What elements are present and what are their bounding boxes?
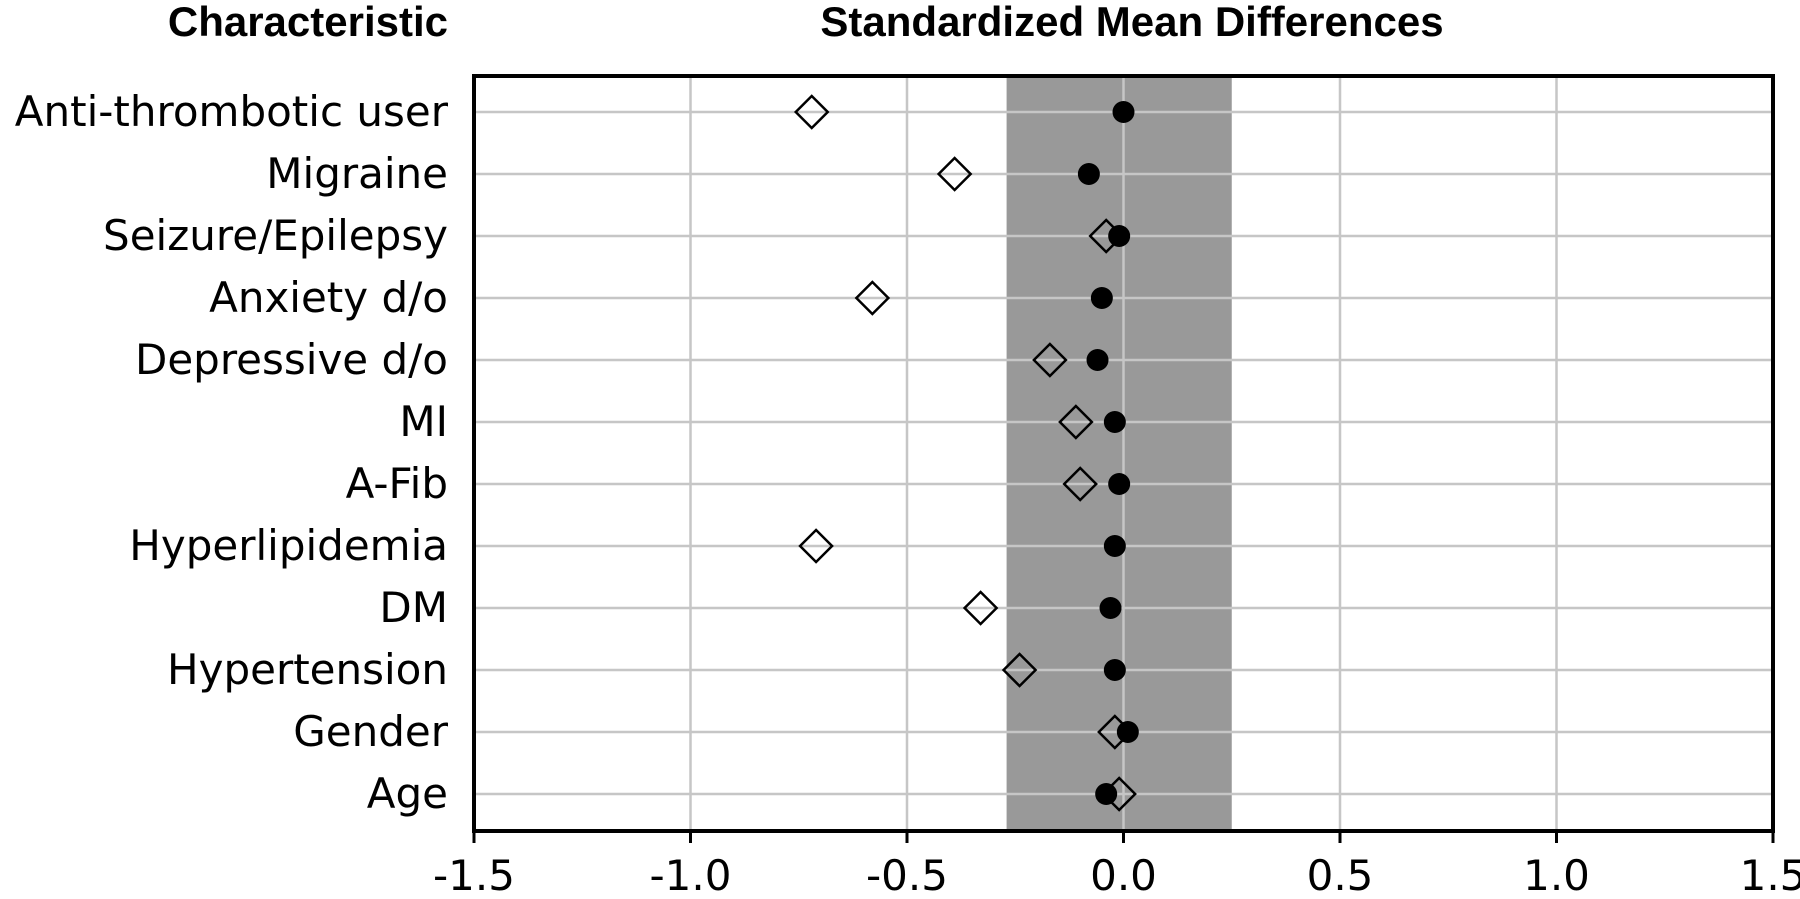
x-tick-label: -1.0 bbox=[650, 851, 732, 899]
filled-circle-marker bbox=[1086, 349, 1109, 371]
row-label: Anxiety d/o bbox=[209, 273, 448, 322]
row-label: Gender bbox=[293, 707, 449, 756]
filled-circle-marker bbox=[1103, 411, 1126, 433]
chart-title: Standardized Mean Differences bbox=[820, 0, 1443, 45]
row-label: Age bbox=[367, 769, 448, 818]
filled-circle-marker bbox=[1077, 163, 1100, 185]
x-tick-label: 1.0 bbox=[1523, 851, 1590, 899]
x-tick-label: 0.0 bbox=[1090, 851, 1157, 899]
filled-circle-marker bbox=[1099, 597, 1122, 619]
row-labels: Anti-thrombotic user Migraine Seizure/Epil… bbox=[15, 87, 449, 818]
characteristic-header: Characteristic bbox=[168, 0, 448, 45]
gridlines bbox=[472, 76, 1775, 831]
open-diamond-marker bbox=[793, 94, 830, 130]
open-diamond-marker bbox=[1001, 652, 1038, 688]
data-markers bbox=[793, 94, 1139, 812]
row-label: Depressive d/o bbox=[135, 335, 448, 384]
open-diamond-marker bbox=[1058, 404, 1094, 440]
filled-circle-marker bbox=[1112, 101, 1135, 123]
x-tick-label: -0.5 bbox=[866, 851, 948, 899]
row-label: Anti-thrombotic user bbox=[15, 87, 449, 136]
x-tick-label: 0.5 bbox=[1307, 851, 1374, 899]
filled-circle-marker bbox=[1108, 473, 1131, 495]
x-axis-ticks: -1.5 -1.0 -0.5 0.0 0.5 1.0 1.5 bbox=[433, 831, 1800, 899]
filled-circle-marker bbox=[1095, 783, 1118, 805]
filled-circle-marker bbox=[1103, 659, 1126, 681]
open-diamond-marker bbox=[1032, 342, 1068, 378]
open-diamond-marker bbox=[798, 528, 834, 564]
row-label: Hypertension bbox=[167, 645, 448, 694]
open-diamond-marker bbox=[962, 590, 999, 626]
x-tick-label: 1.5 bbox=[1740, 851, 1800, 899]
row-label: Seizure/Epilepsy bbox=[103, 211, 448, 260]
open-diamond-marker bbox=[854, 280, 891, 316]
open-diamond-marker bbox=[1062, 466, 1098, 502]
x-tick-label: -1.5 bbox=[433, 851, 515, 899]
row-label: MI bbox=[399, 397, 448, 446]
filled-circle-marker bbox=[1090, 287, 1113, 309]
row-label: Migraine bbox=[266, 149, 448, 198]
filled-circle-marker bbox=[1116, 721, 1139, 743]
filled-circle-marker bbox=[1108, 225, 1131, 247]
row-label: DM bbox=[379, 583, 448, 632]
row-label: A-Fib bbox=[346, 459, 448, 508]
row-label: Hyperlipidemia bbox=[129, 521, 448, 570]
open-diamond-marker bbox=[936, 156, 973, 192]
shaded-band bbox=[1006, 76, 1232, 831]
filled-circle-marker bbox=[1103, 535, 1126, 557]
